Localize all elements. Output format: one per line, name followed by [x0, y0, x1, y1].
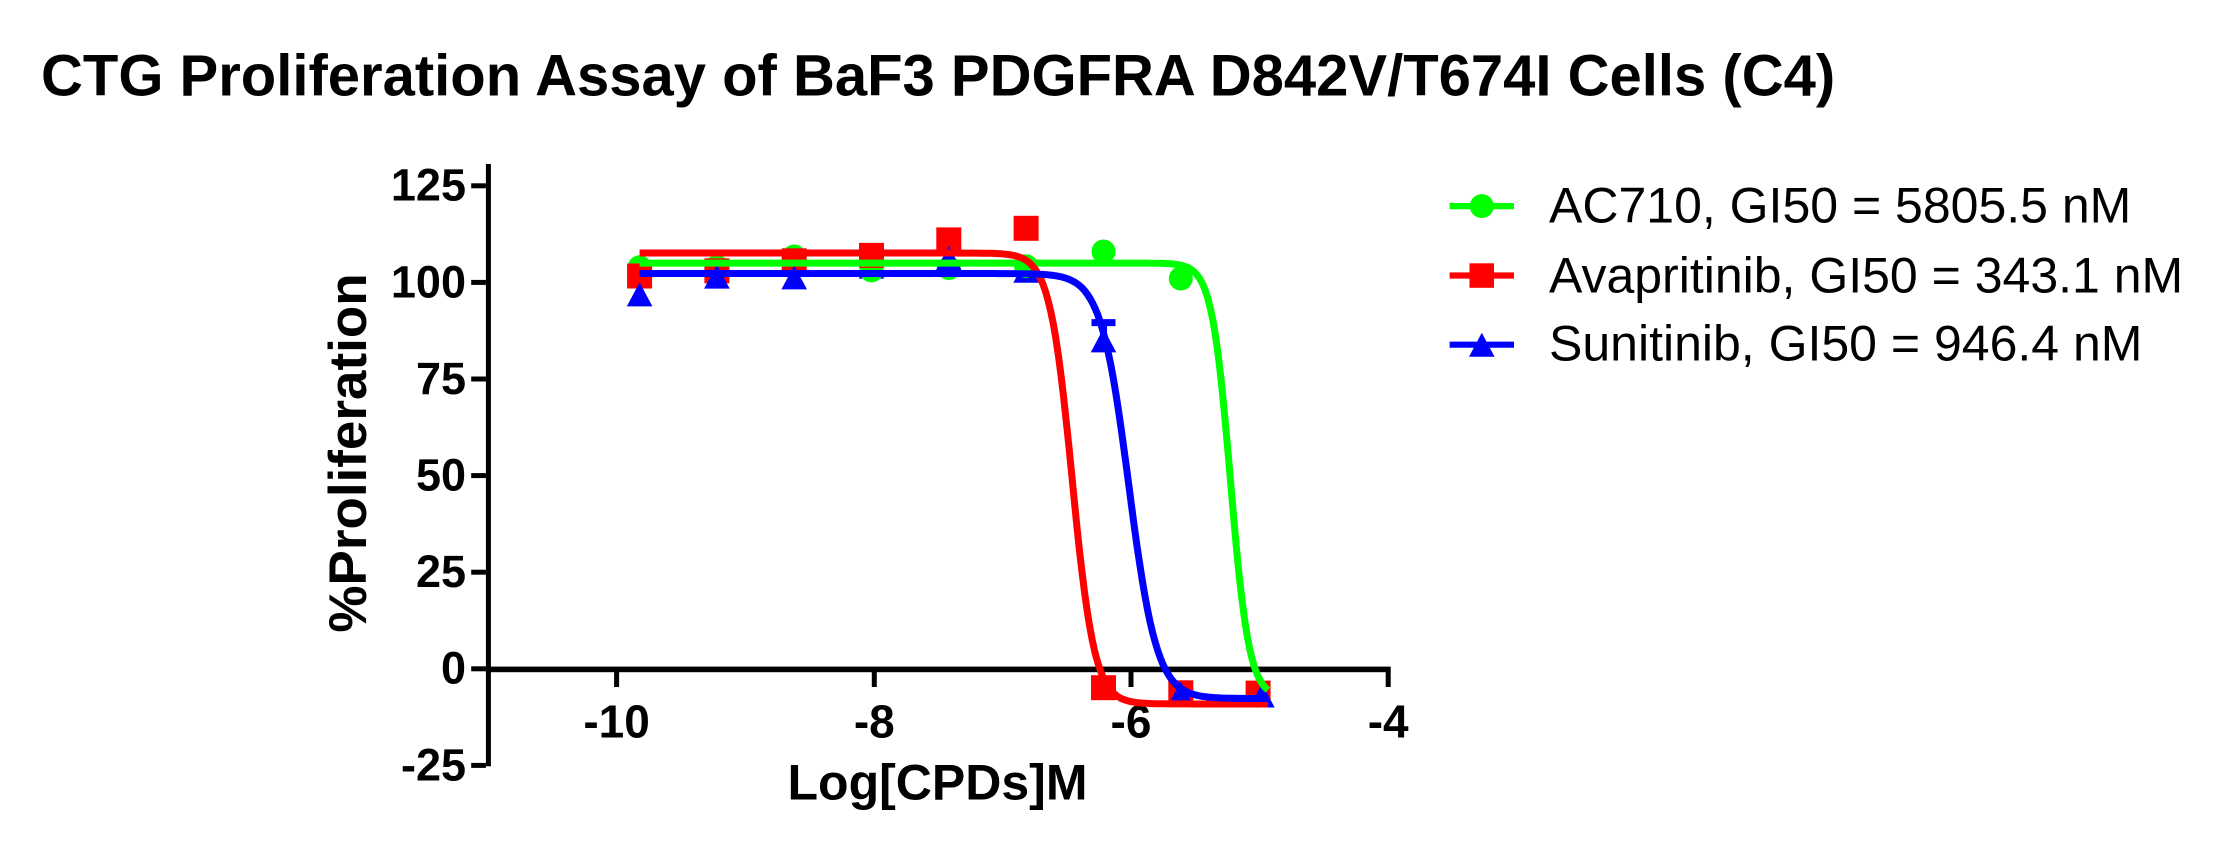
svg-text:100: 100: [391, 256, 466, 307]
svg-text:125: 125: [391, 160, 466, 211]
svg-text:75: 75: [416, 353, 466, 404]
svg-text:0: 0: [441, 643, 466, 694]
svg-text:-8: -8: [854, 695, 895, 747]
svg-text:AC710, GI50 = 5805.5 nM: AC710, GI50 = 5805.5 nM: [1549, 178, 2131, 234]
svg-text:CTG Proliferation Assay of BaF: CTG Proliferation Assay of BaF3 PDGFRA D…: [41, 44, 1835, 109]
svg-text:Log[CPDs]M: Log[CPDs]M: [788, 755, 1088, 811]
svg-text:25: 25: [416, 546, 466, 597]
svg-text:-4: -4: [1368, 695, 1409, 747]
svg-text:%Proliferation: %Proliferation: [319, 273, 378, 632]
svg-text:50: 50: [416, 450, 466, 501]
svg-text:Sunitinib, GI50 = 946.4 nM: Sunitinib, GI50 = 946.4 nM: [1549, 315, 2142, 371]
svg-text:-10: -10: [583, 695, 649, 747]
svg-text:-25: -25: [401, 739, 466, 790]
svg-text:Avapritinib, GI50 = 343.1 nM: Avapritinib, GI50 = 343.1 nM: [1549, 248, 2183, 304]
